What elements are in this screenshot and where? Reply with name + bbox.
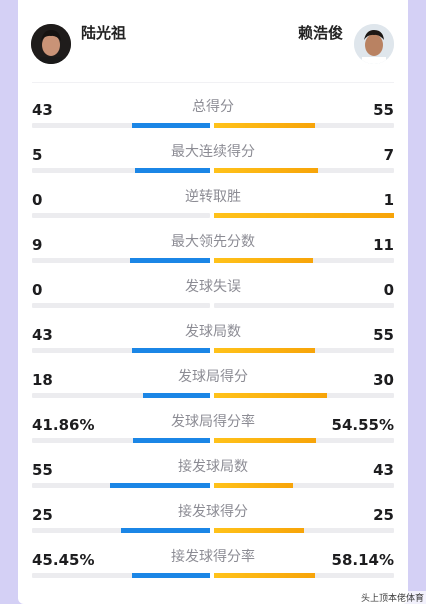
watermark: 头上顶本佬体育	[358, 591, 426, 604]
stat-left-track	[32, 168, 210, 173]
player-left-name: 陆光祖	[81, 24, 127, 42]
stat-label: 最大连续得分	[171, 144, 255, 160]
player-right-avatar[interactable]	[354, 24, 394, 64]
stat-label: 发球失误	[185, 279, 241, 295]
stat-right-value: 7	[383, 146, 394, 164]
stat-right-bar	[214, 168, 319, 173]
stat-label: 发球局得分率	[171, 414, 255, 430]
stat-left-track	[32, 528, 210, 533]
player-right-photo-icon	[354, 24, 394, 64]
stat-left-bar	[121, 528, 210, 533]
stat-left-value: 25	[32, 506, 53, 524]
stat-left-value: 0	[32, 281, 43, 299]
stat-row: 45.45% 接发球得分率 58.14%	[18, 549, 408, 596]
stat-row: 43 发球局数 55	[18, 324, 408, 371]
stat-left-value: 43	[32, 101, 53, 119]
stat-right-bar	[214, 393, 327, 398]
stat-right-value: 58.14%	[331, 551, 394, 569]
stat-right-bar	[214, 438, 316, 443]
stat-left-track	[32, 303, 210, 308]
stat-label: 总得分	[192, 99, 234, 115]
stat-right-track	[214, 438, 394, 443]
players-header: 陆光祖 赖浩俊	[18, 0, 408, 80]
stat-right-value: 55	[373, 326, 394, 344]
stat-right-value: 1	[383, 191, 394, 209]
stat-left-bar	[131, 348, 210, 353]
stat-left-track	[32, 123, 210, 128]
stat-row: 0 发球失误 0	[18, 279, 408, 326]
stat-left-value: 55	[32, 461, 53, 479]
stat-row: 0 逆转取胜 1	[18, 189, 408, 236]
stat-left-track	[32, 573, 210, 578]
stat-right-bar	[214, 348, 315, 353]
stat-row: 25 接发球得分 25	[18, 504, 408, 551]
stat-right-track	[214, 258, 394, 263]
stat-right-value: 0	[383, 281, 394, 299]
stat-left-value: 43	[32, 326, 53, 344]
player-right-name: 赖浩俊	[297, 24, 343, 42]
stat-label: 发球局数	[185, 324, 241, 340]
stat-left-bar	[131, 123, 210, 128]
stat-label: 接发球得分	[178, 504, 248, 520]
stat-left-bar	[143, 393, 210, 398]
stat-row: 41.86% 发球局得分率 54.55%	[18, 414, 408, 461]
stat-label: 接发球得分率	[171, 549, 255, 565]
stat-label: 发球局得分	[178, 369, 248, 385]
stats-card: 陆光祖 赖浩俊 43 总得分 55 5 最大连续得分 7 0 逆转取胜 1 9 最大领先分数 11 0 发…	[18, 0, 408, 604]
stat-left-track	[32, 438, 210, 443]
stat-right-bar	[214, 528, 304, 533]
stat-right-track	[214, 303, 394, 308]
stat-right-bar	[214, 258, 313, 263]
header-divider	[32, 82, 394, 83]
stat-right-bar	[214, 573, 315, 578]
stat-right-value: 25	[373, 506, 394, 524]
stat-left-bar	[135, 168, 210, 173]
stat-row: 18 发球局得分 30	[18, 369, 408, 416]
stat-left-track	[32, 393, 210, 398]
stat-right-value: 30	[373, 371, 394, 389]
stat-row: 9 最大领先分数 11	[18, 234, 408, 281]
stat-right-track	[214, 123, 394, 128]
stat-row: 5 最大连续得分 7	[18, 144, 408, 191]
stat-left-value: 9	[32, 236, 43, 254]
stat-left-track	[32, 213, 210, 218]
stat-left-track	[32, 348, 210, 353]
stat-right-track	[214, 168, 394, 173]
stat-label: 接发球局数	[178, 459, 248, 475]
stat-right-value: 55	[373, 101, 394, 119]
stat-left-bar	[132, 438, 210, 443]
stat-right-track	[214, 483, 394, 488]
stat-row: 55 接发球局数 43	[18, 459, 408, 506]
stat-left-value: 41.86%	[32, 416, 95, 434]
stat-right-track	[214, 573, 394, 578]
stat-right-value: 11	[373, 236, 394, 254]
stat-left-track	[32, 483, 210, 488]
stat-left-value: 5	[32, 146, 43, 164]
stat-right-bar	[214, 213, 394, 218]
stat-left-track	[32, 258, 210, 263]
stat-label: 最大领先分数	[171, 234, 255, 250]
stat-left-value: 0	[32, 191, 43, 209]
player-left-avatar[interactable]	[31, 24, 71, 64]
stat-right-track	[214, 348, 394, 353]
stat-right-value: 43	[373, 461, 394, 479]
stat-left-bar	[131, 573, 210, 578]
stat-left-value: 18	[32, 371, 53, 389]
stat-right-track	[214, 528, 394, 533]
stat-row: 43 总得分 55	[18, 99, 408, 146]
stat-label: 逆转取胜	[185, 189, 241, 205]
stat-left-bar	[110, 483, 210, 488]
stat-left-value: 45.45%	[32, 551, 95, 569]
stat-right-bar	[214, 483, 294, 488]
stat-left-bar	[129, 258, 210, 263]
stat-right-bar	[214, 123, 315, 128]
stat-right-track	[214, 213, 394, 218]
player-left-photo-icon	[31, 24, 71, 64]
stat-right-value: 54.55%	[331, 416, 394, 434]
stat-right-track	[214, 393, 394, 398]
